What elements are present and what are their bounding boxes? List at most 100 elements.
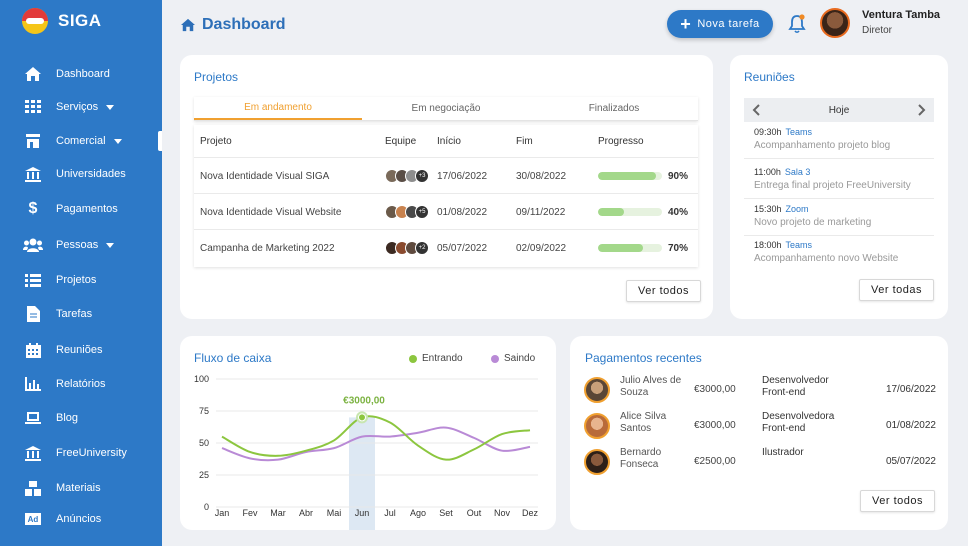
new-task-label: Nova tarefa (697, 18, 760, 30)
progress-cell: 90% (598, 158, 688, 194)
highlight-point-core (359, 414, 365, 421)
x-tick-label: Jul (384, 508, 396, 518)
tab-em-negociacao[interactable]: Em negociação (411, 103, 481, 114)
payment-row[interactable]: Alice Silva Santos €3000,00 Desenvolvedo… (584, 408, 936, 444)
x-tick-label: Jan (215, 508, 230, 518)
brand[interactable]: SIGA (22, 6, 102, 36)
chevron-down-icon (106, 104, 115, 110)
sidebar-item-pessoas[interactable]: Pessoas (0, 230, 162, 260)
sidebar-item-universidades[interactable]: Universidades (0, 159, 162, 189)
sidebar-item-servicos[interactable]: Serviços (0, 92, 162, 122)
column-header-equipe: Equipe (385, 135, 417, 147)
progress-fill (598, 172, 656, 180)
x-tick-label: Fev (242, 508, 258, 518)
sidebar-item-relatorios[interactable]: Relatórios (0, 369, 162, 399)
cashflow-chart: 0 25 50 75 100 Jan Fev Mar Abr Mai Jun Jul Ago Set Out… (194, 374, 539, 530)
meeting-item[interactable]: 11:00h Sala 3 Entrega final projeto FreeU… (744, 162, 934, 199)
sidebar-item-label: Serviços (56, 101, 99, 113)
meeting-item[interactable]: 09:30h Teams Acompanhamento projeto blog (744, 122, 934, 159)
meeting-time: 09:30h (754, 127, 782, 137)
tab-em-andamento[interactable]: Em andamento (194, 97, 362, 120)
y-tick-label: 100 (194, 374, 209, 384)
progress-cell: 40% (598, 194, 688, 230)
bell-icon[interactable] (788, 14, 806, 34)
tab-finalizados[interactable]: Finalizados (588, 103, 640, 114)
sidebar-item-reunioes[interactable]: Reuniões (0, 335, 162, 365)
table-row[interactable]: Campanha de Marketing 2022 +2 05/07/2022… (194, 229, 698, 265)
sidebar-item-label: Anúncios (56, 513, 102, 525)
sidebar-item-label: Relatórios (56, 378, 106, 390)
chevron-down-icon (106, 242, 115, 248)
legend-dot (491, 354, 499, 363)
sidebar-item-projetos[interactable]: Projetos (0, 265, 162, 295)
sidebar-item-anuncios[interactable]: Ad Anúncios (0, 504, 162, 534)
progress-label: 70% (668, 242, 689, 254)
sidebar-item-label: Blog (56, 412, 79, 424)
avatar[interactable] (820, 8, 850, 38)
grid-icon (22, 98, 44, 116)
chevron-right-icon[interactable] (916, 104, 928, 116)
progress-label: 40% (668, 206, 689, 218)
sidebar-item-pagamentos[interactable]: $ Pagamentos (0, 194, 162, 224)
meeting-description: Entrega final projeto FreeUniversity (754, 180, 911, 191)
x-tick-label: Out (467, 508, 482, 518)
meeting-item[interactable]: 18:00h Teams Acompanhamento novo Website (744, 235, 934, 272)
payee-name: Bernardo Fonseca (620, 447, 662, 470)
table-row[interactable]: Nova Identidade Visual Website +5 01/08/… (194, 193, 698, 229)
x-tick-label: Dez (522, 508, 539, 518)
column-header-inicio: Início (437, 135, 461, 147)
more-members-badge: +2 (415, 241, 429, 255)
payee-name: Julio Alves de Souza (620, 375, 682, 398)
legend-dot (409, 354, 417, 363)
dollar-icon: $ (28, 200, 38, 217)
meeting-description: Acompanhamento projeto blog (754, 140, 891, 151)
column-header-projeto: Projeto (200, 135, 232, 147)
sidebar-item-dashboard[interactable]: Dashboard (0, 59, 162, 89)
home-icon (181, 18, 195, 32)
start-date: 01/08/2022 (437, 206, 488, 218)
sidebar-item-tarefas[interactable]: Tarefas (0, 299, 162, 329)
brand-name: SIGA (58, 11, 102, 30)
sidebar-item-materiais[interactable]: Materiais (0, 473, 162, 503)
plus-icon: + (680, 14, 692, 34)
svg-text:Ad: Ad (28, 515, 39, 524)
project-name: Nova Identidade Visual Website (200, 206, 342, 218)
series-line-entrando (221, 415, 531, 461)
progress-label: 90% (668, 170, 689, 182)
projects-title: Projetos (194, 70, 239, 84)
sidebar-item-freeuniversity[interactable]: FreeUniversity (0, 438, 162, 468)
chevron-left-icon[interactable] (750, 104, 762, 116)
sidebar-item-blog[interactable]: Blog (0, 403, 162, 433)
new-task-button[interactable]: + Nova tarefa (667, 10, 773, 38)
meeting-item[interactable]: 15:30h Zoom Novo projeto de marketing (744, 199, 934, 236)
home-icon (22, 65, 44, 83)
user-name: Ventura Tamba (862, 9, 941, 21)
progress-bar (598, 208, 662, 216)
view-all-projects-button[interactable]: Ver todos (626, 280, 701, 302)
payment-row[interactable]: Bernardo Fonseca €2500,00 Ilustrador 05/… (584, 444, 936, 480)
team-avatars: +3 (385, 158, 429, 194)
sidebar-item-label: Dashboard (56, 68, 110, 80)
user-role: Diretor (862, 25, 893, 36)
payment-row[interactable]: Julio Alves de Souza €3000,00 Desenvolve… (584, 372, 936, 408)
active-indicator (158, 131, 162, 151)
page-title-text: Dashboard (202, 16, 286, 33)
table-row[interactable]: Nova Identidade Visual SIGA +3 17/06/202… (194, 157, 698, 193)
payment-date: 05/07/2022 (885, 456, 936, 467)
cashflow-title: Fluxo de caixa (194, 351, 272, 365)
view-all-payments-button[interactable]: Ver todos (860, 490, 935, 512)
more-members-badge: +5 (415, 205, 429, 219)
meetings-title: Reuniões (744, 70, 795, 84)
project-name: Campanha de Marketing 2022 (200, 242, 335, 254)
avatar (584, 413, 610, 439)
payments-title: Pagamentos recentes (585, 351, 702, 365)
view-all-meetings-button[interactable]: Ver todas (859, 279, 934, 301)
meetings-card: Reuniões Hoje 09:30h Teams Acompanhamento… (730, 55, 948, 319)
project-name: Nova Identidade Visual SIGA (200, 170, 330, 182)
meeting-room: Zoom (785, 204, 809, 214)
progress-bar (598, 172, 662, 180)
sidebar-item-comercial[interactable]: Comercial (0, 126, 162, 156)
chart-icon (22, 375, 44, 393)
x-tick-label: Ago (410, 508, 426, 518)
payment-date: 01/08/2022 (885, 420, 936, 431)
